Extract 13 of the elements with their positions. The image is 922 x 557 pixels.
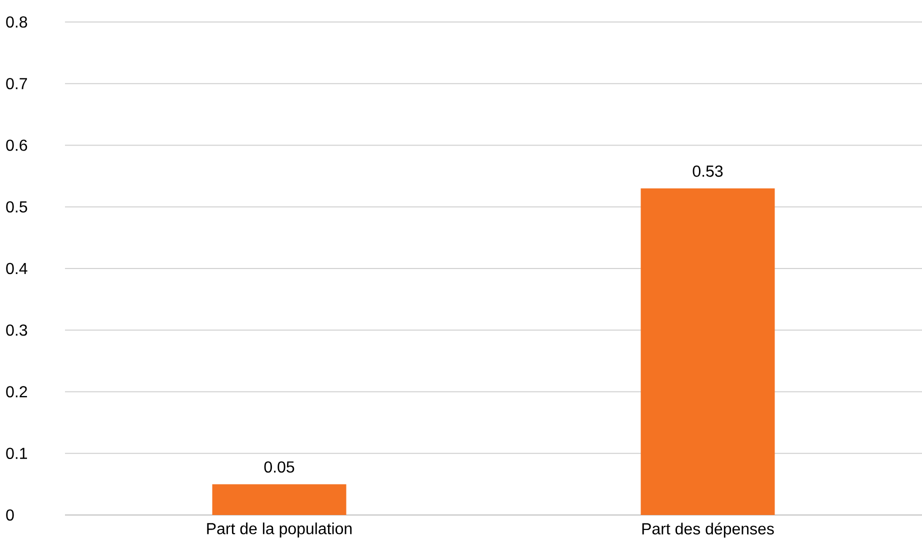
data-label: 0.05 [264,461,294,473]
y-tick-label: 0.6 [6,140,28,151]
data-label: 0.53 [692,166,723,177]
x-tick-label: Part des dépenses [642,522,774,538]
y-tick-label: 0.1 [6,448,27,460]
y-tick-label: 0.8 [6,16,28,28]
y-tick-label: 0.5 [6,201,28,213]
y-tick-label: 0.4 [6,262,28,274]
x-tick-label: Part de la population [207,522,352,538]
y-tick-label: 0 [6,509,14,521]
y-tick-label: 0.7 [6,78,27,90]
y-tick-label: 0.2 [6,386,27,398]
y-tick-label: 0.3 [6,324,28,336]
